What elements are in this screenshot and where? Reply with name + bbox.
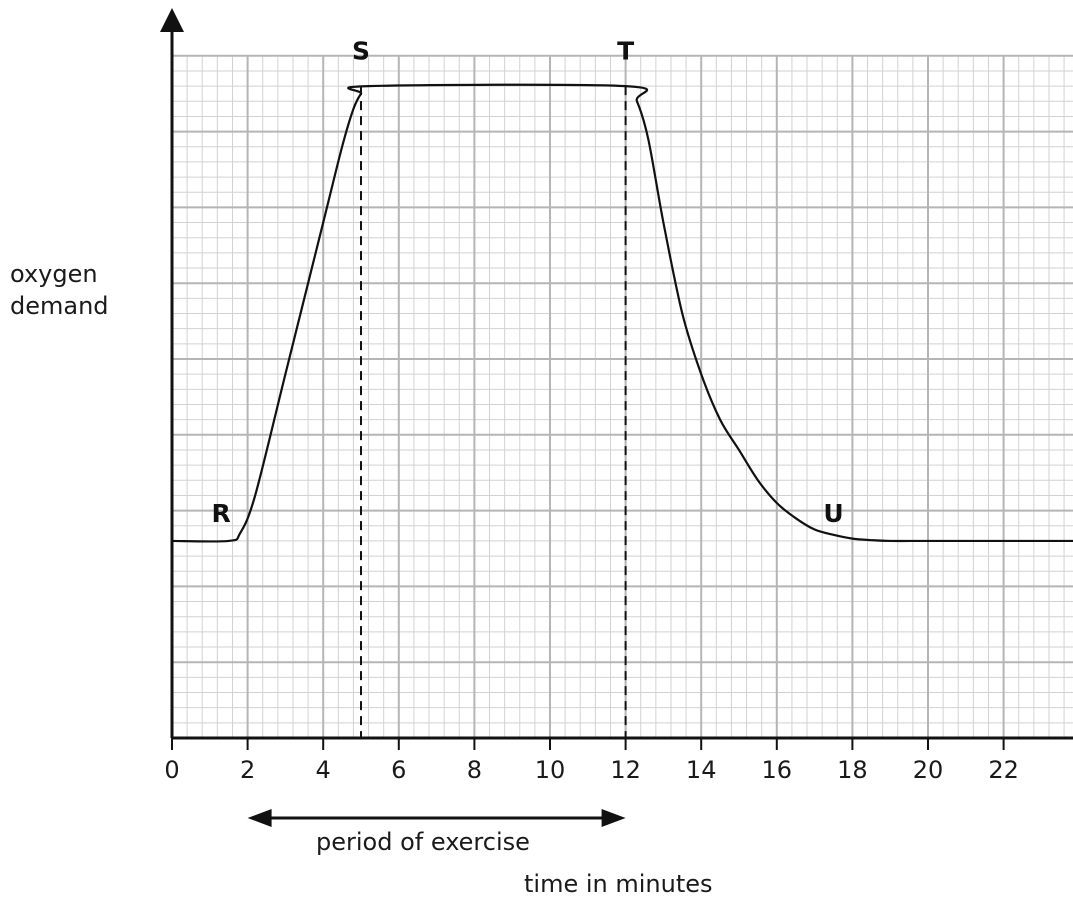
exercise-period-label: period of exercise [316,828,530,856]
x-tick-label: 16 [762,756,793,784]
point-label-s: S [352,37,370,66]
reference-lines [360,86,627,738]
point-label-t: T [617,37,634,66]
x-tick-label: 0 [164,756,179,784]
axes [160,8,1073,740]
x-tick-label: 10 [535,756,566,784]
y-axis-label-line-2: demand [10,292,109,321]
x-tick-label: 4 [316,756,331,784]
x-tick-label: 6 [391,756,406,784]
exercise-period-arrow [247,809,626,827]
series-line-1 [171,83,1073,543]
x-tick-label: 22 [988,756,1019,784]
exercise-arrowhead-right [601,809,626,827]
y-axis-label: oxygen demand [10,258,109,323]
series-group [171,83,1073,543]
point-label-r: R [212,499,231,528]
x-tick-label: 18 [837,756,868,784]
x-tick-label: 20 [913,756,944,784]
minor-grid [172,55,1073,738]
major-grid [171,54,1073,739]
exercise-arrowhead-left [247,809,272,827]
x-tick-label: 14 [686,756,717,784]
x-ticks: 0 2 4 6 8 10 12 14 16 18 20 22 [164,738,1019,784]
x-axis-label: time in minutes [524,870,713,898]
x-tick-label: 12 [610,756,641,784]
point-label-u: U [823,499,843,528]
y-axis-label-line-1: oxygen [10,260,98,288]
point-labels: R S T U [212,37,844,528]
y-axis-arrowhead [160,8,184,32]
x-tick-label: 8 [467,756,482,784]
x-tick-label: 2 [240,756,255,784]
